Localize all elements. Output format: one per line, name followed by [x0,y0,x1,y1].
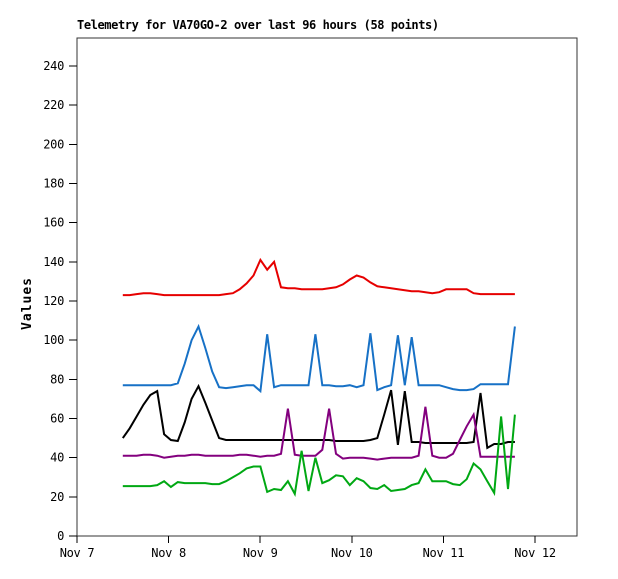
x-tick-label: Nov 10 [331,546,373,560]
y-tick-label: 200 [43,137,64,151]
x-tick-label: Nov 11 [423,546,465,560]
y-tick-label: 100 [43,333,64,347]
x-tick-label: Nov 12 [514,546,556,560]
chart-title: Telemetry for VA70GO-2 over last 96 hour… [77,18,439,32]
y-tick-label: 120 [43,294,64,308]
x-tick-label: Nov 7 [60,546,95,560]
series-green-line [122,414,516,497]
series-blue-line [122,323,516,394]
y-tick-label: 40 [50,451,64,465]
y-tick-label: 20 [50,490,64,504]
plot-frame [76,37,578,537]
y-tick-label: 180 [43,177,64,191]
y-axis-label: Values [20,277,35,330]
y-tick-label: 80 [50,372,64,386]
y-tick-label: 240 [43,59,64,73]
series-red-line [122,257,515,297]
y-tick-label: 220 [43,98,64,112]
y-tick-label: 60 [50,412,64,426]
x-tick-label: Nov 8 [151,546,186,560]
y-tick-label: 140 [43,255,64,269]
y-tick-label: 0 [57,529,64,543]
series-black-line [121,383,515,450]
series-purple-line [122,406,515,461]
y-tick-label: 160 [43,216,64,230]
x-tick-label: Nov 9 [243,546,278,560]
